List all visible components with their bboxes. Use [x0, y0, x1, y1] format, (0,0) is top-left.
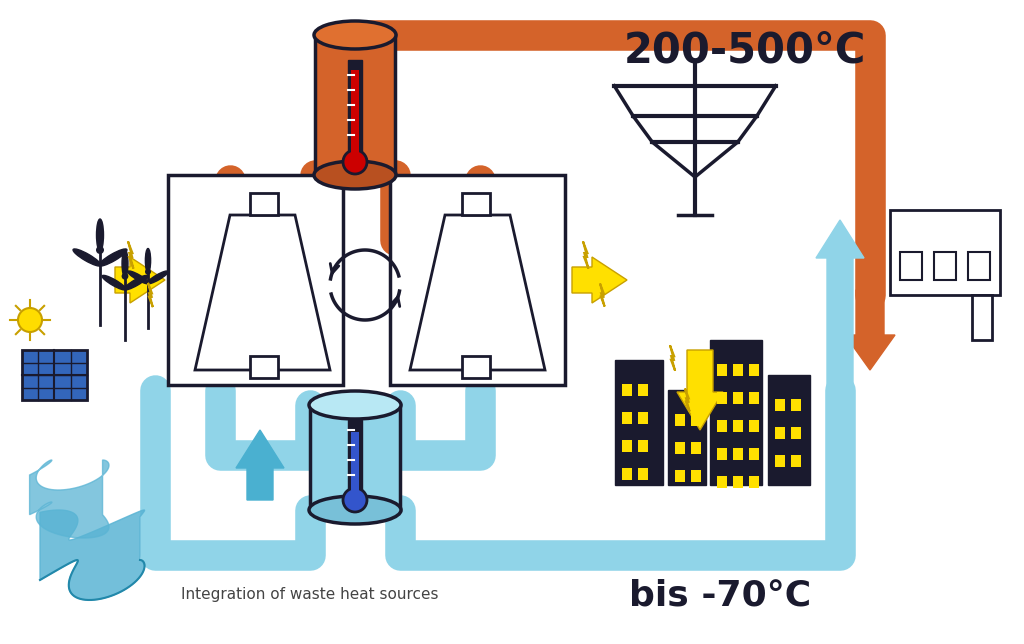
Bar — [351, 70, 359, 158]
Bar — [717, 364, 727, 376]
FancyArrow shape — [236, 430, 284, 500]
Bar — [775, 399, 785, 411]
Ellipse shape — [147, 271, 168, 284]
Ellipse shape — [128, 271, 148, 284]
Bar — [717, 476, 727, 488]
Bar — [749, 420, 759, 432]
Bar — [733, 364, 743, 376]
Bar — [622, 440, 632, 452]
Polygon shape — [195, 215, 330, 370]
Bar — [675, 414, 685, 426]
Polygon shape — [685, 388, 689, 412]
Bar — [250, 356, 278, 378]
Text: 200-500°C: 200-500°C — [624, 29, 866, 71]
Polygon shape — [410, 215, 545, 370]
Bar — [22, 350, 87, 400]
Bar — [972, 295, 992, 340]
Bar — [890, 210, 1000, 295]
Bar — [675, 470, 685, 482]
Polygon shape — [583, 242, 589, 269]
Ellipse shape — [145, 249, 151, 272]
Bar — [968, 252, 990, 280]
Circle shape — [96, 246, 104, 254]
Ellipse shape — [309, 496, 401, 524]
FancyArrow shape — [572, 257, 627, 303]
Bar — [351, 432, 359, 496]
Bar — [462, 356, 490, 378]
Bar — [348, 60, 362, 162]
FancyArrow shape — [845, 290, 895, 370]
Bar — [638, 440, 648, 452]
Bar — [791, 427, 801, 439]
Bar — [749, 364, 759, 376]
Bar — [622, 468, 632, 480]
Bar — [638, 384, 648, 396]
Bar — [900, 252, 922, 280]
Bar — [675, 442, 685, 454]
Polygon shape — [30, 460, 109, 538]
FancyArrow shape — [677, 350, 723, 430]
Polygon shape — [148, 283, 153, 307]
Bar — [791, 455, 801, 467]
Bar — [310, 405, 400, 510]
Bar — [462, 193, 490, 215]
Bar — [622, 384, 632, 396]
Circle shape — [18, 308, 42, 332]
Bar — [791, 399, 801, 411]
Polygon shape — [600, 283, 604, 307]
Bar — [934, 252, 956, 280]
Bar — [390, 175, 565, 385]
Bar — [749, 476, 759, 488]
Ellipse shape — [314, 161, 396, 189]
Polygon shape — [128, 242, 133, 269]
Bar — [691, 470, 701, 482]
Circle shape — [343, 150, 367, 174]
Bar — [638, 468, 648, 480]
Bar — [638, 412, 648, 424]
Ellipse shape — [122, 250, 128, 277]
Bar — [668, 390, 706, 485]
Bar — [348, 420, 362, 500]
Bar — [733, 392, 743, 404]
Polygon shape — [670, 345, 675, 371]
Bar — [749, 448, 759, 460]
Ellipse shape — [124, 276, 147, 290]
Circle shape — [122, 273, 128, 279]
Bar — [622, 412, 632, 424]
Ellipse shape — [314, 21, 396, 49]
Bar — [168, 175, 343, 385]
Bar — [733, 448, 743, 460]
FancyArrow shape — [816, 220, 864, 390]
Bar — [717, 448, 727, 460]
Polygon shape — [40, 510, 144, 600]
Text: Integration of waste heat sources: Integration of waste heat sources — [181, 587, 438, 603]
Bar — [717, 392, 727, 404]
Bar — [733, 476, 743, 488]
Bar — [717, 420, 727, 432]
Bar — [775, 427, 785, 439]
Bar — [733, 420, 743, 432]
Text: bis -70°C: bis -70°C — [629, 578, 811, 612]
Circle shape — [343, 488, 367, 512]
Ellipse shape — [96, 219, 103, 251]
Ellipse shape — [309, 391, 401, 419]
Bar — [691, 414, 701, 426]
FancyArrow shape — [115, 257, 165, 303]
Bar — [250, 193, 278, 215]
Bar — [768, 375, 810, 485]
Bar — [691, 442, 701, 454]
Bar — [775, 455, 785, 467]
Bar — [710, 340, 762, 485]
Bar — [315, 35, 395, 175]
Circle shape — [145, 269, 151, 275]
Ellipse shape — [73, 249, 101, 266]
Ellipse shape — [102, 276, 126, 290]
Ellipse shape — [99, 249, 127, 266]
Bar — [615, 360, 663, 485]
Bar — [749, 392, 759, 404]
